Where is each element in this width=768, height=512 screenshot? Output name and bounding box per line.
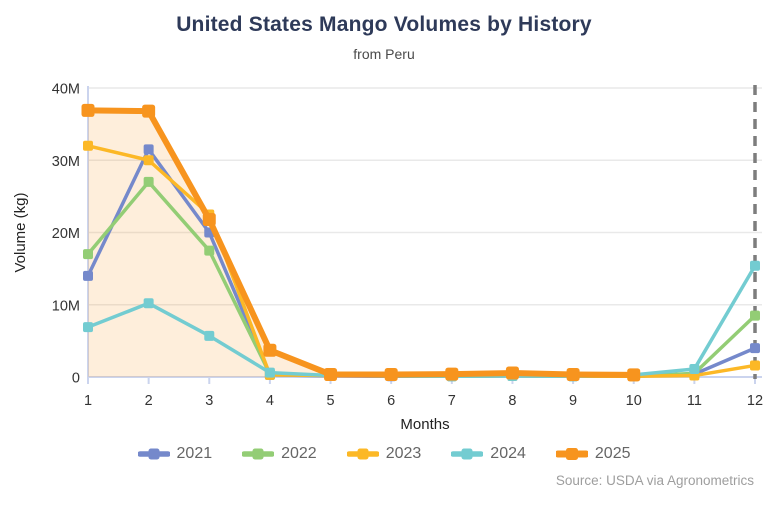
legend-marker-2022 [242, 448, 275, 460]
data-point-2024-m3 [204, 330, 215, 341]
data-point-2021-m1 [83, 270, 93, 281]
y-tick-label: 20M [52, 226, 80, 242]
y-axis-title: Volume (kg) [12, 192, 29, 272]
legend-label-2025: 2025 [594, 445, 631, 462]
chart-header: United States Mango Volumes by History f… [0, 0, 768, 72]
data-point-2025-m2 [142, 104, 156, 118]
y-tick-label: 30M [52, 154, 80, 170]
data-point-2025-m9 [566, 367, 580, 381]
legend-label-2022: 2022 [281, 445, 317, 462]
legend-item-2022[interactable]: 2022 [242, 445, 317, 463]
x-axis-title: Months [400, 416, 449, 433]
series-area-2025 [88, 110, 634, 378]
y-tick-label: 40M [52, 82, 80, 98]
x-tick-label: 2 [145, 393, 153, 409]
data-point-2022-m12 [750, 310, 760, 321]
data-point-2025-m8 [505, 366, 519, 380]
data-point-2024-m4 [264, 367, 275, 378]
x-tick-label: 3 [205, 393, 213, 409]
chart-title: United States Mango Volumes by History [176, 13, 592, 36]
y-tick-label: 10M [52, 298, 80, 314]
data-point-2025-m1 [81, 103, 95, 117]
legend-marker-2021 [137, 448, 170, 460]
legend-label-2023: 2023 [385, 445, 422, 462]
data-point-2021-m12 [750, 343, 760, 354]
legend: 2021 2022 2023 2024 2025 [0, 438, 768, 470]
data-point-2025-m6 [384, 367, 398, 381]
legend-marker-2024 [451, 448, 484, 460]
x-tick-label: 11 [687, 393, 702, 409]
data-point-2025-m4 [263, 343, 277, 357]
data-point-2025-m5 [324, 367, 338, 381]
y-tick-label: 0 [72, 371, 80, 387]
x-tick-label: 1 [84, 393, 92, 409]
legend-item-2023[interactable]: 2023 [346, 445, 422, 463]
legend-label-2021: 2021 [176, 445, 213, 462]
data-point-2023-m2 [143, 155, 154, 166]
data-point-2025-m7 [445, 367, 459, 381]
data-point-2024-m1 [83, 322, 93, 333]
series-line-2025 [87, 107, 634, 378]
x-tick-label: 8 [508, 393, 516, 409]
data-point-2022-m1 [83, 249, 93, 260]
data-point-2025-m3 [202, 212, 216, 226]
x-tick-label: 9 [569, 393, 577, 409]
data-point-2022-m3 [204, 245, 215, 256]
chart-subtitle: from Peru [353, 46, 415, 62]
legend-item-2025[interactable]: 2025 [555, 445, 631, 463]
data-point-2021-m2 [143, 144, 154, 155]
legend-marker-2025 [555, 448, 588, 460]
x-tick-label: 4 [266, 393, 274, 409]
source-note: Source: USDA via Agronometrics [555, 473, 754, 488]
x-tick-label: 12 [747, 393, 763, 409]
legend-item-2024[interactable]: 2024 [451, 445, 526, 463]
data-point-2024-m11 [689, 364, 700, 375]
x-tick-label: 5 [327, 393, 335, 409]
data-point-2025-m10 [627, 368, 641, 382]
data-point-2023-m12 [750, 360, 760, 371]
legend-marker-2023 [346, 448, 379, 460]
x-tick-label: 10 [626, 393, 642, 409]
x-tick-label: 7 [448, 393, 456, 409]
data-point-2024-m2 [143, 298, 154, 309]
legend-item-2021[interactable]: 2021 [137, 445, 213, 463]
data-point-2024-m12 [750, 260, 760, 271]
legend-label-2024: 2024 [490, 445, 526, 462]
x-tick-label: 6 [387, 393, 395, 409]
data-point-2023-m1 [83, 140, 93, 151]
data-point-2022-m2 [143, 176, 154, 187]
